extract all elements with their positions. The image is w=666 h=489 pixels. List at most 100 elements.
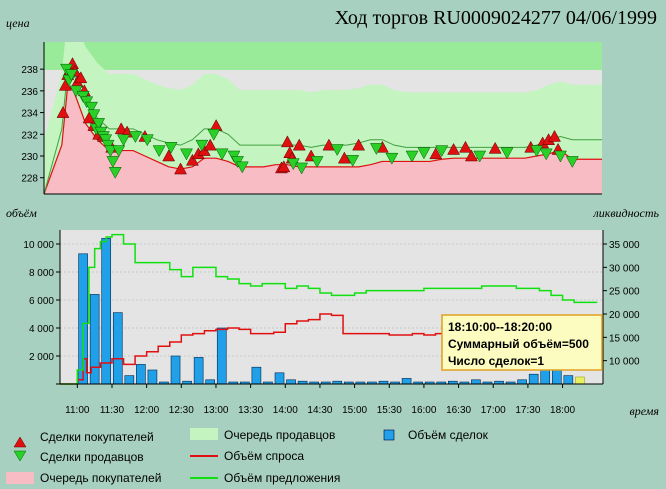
seller-deal-marker <box>128 131 142 143</box>
volume-bar <box>205 379 215 385</box>
seller-deal-marker <box>385 152 399 165</box>
liquidity-axis-label: ликвидность <box>592 206 659 220</box>
time-tick-label: 12:30 <box>169 405 194 416</box>
buyer-queue-area <box>44 85 602 194</box>
seller-deal-marker <box>330 144 344 157</box>
volume-bar <box>147 369 158 385</box>
price-areas <box>44 42 602 194</box>
seller-deal-marker <box>85 101 98 114</box>
seller-deal-marker <box>92 118 106 130</box>
buyer-deal-marker <box>74 71 88 84</box>
buyer-deal-marker <box>185 153 199 166</box>
volume-bar <box>216 327 227 385</box>
time-tick-label: 16:30 <box>446 405 471 416</box>
price-tick-label: 228 <box>21 174 38 185</box>
seller-queue-far-area <box>44 42 602 70</box>
liquidity-tick-label: 15 000 <box>609 333 640 344</box>
buyer-deal-marker <box>174 162 187 175</box>
price-tick-label: 232 <box>21 130 38 141</box>
supply-volume-line <box>60 233 598 385</box>
seller-deal-marker <box>180 148 193 161</box>
seller-deal-marker <box>140 134 154 147</box>
time-tick-label: 17:30 <box>515 405 540 416</box>
seller-deal-marker <box>346 155 360 167</box>
price-tick-label: 230 <box>21 152 38 163</box>
buyer-deal-marker <box>292 138 306 151</box>
liquidity-tick-label: 25 000 <box>609 287 640 298</box>
volume-bar <box>274 372 285 385</box>
legend-item-deal-volume: Объём сделок <box>383 428 489 442</box>
price-panel: 228 230 232 234 236 238 <box>21 42 602 195</box>
volume-bar <box>471 379 481 385</box>
volume-panel: 2 000 4 000 6 000 8 000 10 000 10 000 15 000 20… <box>23 230 640 416</box>
seller-deal-marker <box>295 162 309 175</box>
volume-tick-label: 4 000 <box>29 324 54 335</box>
buyer-deal-marker <box>280 135 294 148</box>
time-tick-label: 11:30 <box>100 405 125 416</box>
liquidity-tick-label: 35 000 <box>609 240 640 251</box>
tooltip-box <box>441 314 603 371</box>
volume-tick-label: 2 000 <box>29 352 54 363</box>
seller-deal-marker <box>164 142 178 154</box>
volume-bar <box>286 379 296 385</box>
volume-tick-label: 6 000 <box>29 296 54 307</box>
legend-buyer-marker <box>13 436 27 448</box>
volume-bar <box>563 375 574 385</box>
legend-buyer-queue-swatch <box>6 472 34 484</box>
seller-deal-marker <box>215 148 229 161</box>
time-tick-label: 13:30 <box>238 405 263 416</box>
price-markers <box>56 57 579 179</box>
seller-deal-marker <box>370 143 383 155</box>
seller-deal-marker <box>104 145 117 158</box>
volume-tick-label: 10 000 <box>23 240 54 251</box>
buyer-deal-marker <box>337 151 351 164</box>
seller-deal-marker <box>435 145 449 158</box>
time-tick-label: 11:00 <box>65 405 90 416</box>
time-tick-label: 16:00 <box>411 405 436 416</box>
buyer-deal-marker <box>277 160 291 173</box>
buyer-deal-marker <box>162 149 176 162</box>
time-tick-label: 15:30 <box>377 405 402 416</box>
time-tick-label: 18:00 <box>550 405 575 416</box>
volume-bar <box>401 378 412 385</box>
buyer-deal-marker <box>464 149 478 162</box>
seller-deal-marker <box>539 148 553 161</box>
tooltip-line: Число сделок=1 <box>448 354 544 368</box>
seller-deal-marker <box>87 109 101 122</box>
legend-label: Объём сделок <box>408 428 489 442</box>
volume-tick-label: 8 000 <box>29 268 54 279</box>
buyer-deal-marker <box>429 147 443 160</box>
volume-bar <box>528 373 539 385</box>
liquidity-tick-label: 30 000 <box>609 263 640 274</box>
seller-queue-area <box>44 42 602 194</box>
seller-deal-marker <box>565 156 579 168</box>
seller-deal-marker <box>554 150 567 163</box>
legend-label: Очередь покупателей <box>40 471 161 485</box>
buyer-deal-marker <box>488 141 502 154</box>
seller-deal-marker <box>500 147 514 160</box>
volume-bar <box>193 357 204 385</box>
time-tick-label: 14:00 <box>273 405 298 416</box>
buyer-deal-marker <box>548 129 561 142</box>
buyer-deal-marker <box>447 142 461 155</box>
legend-item-demand: Объём спроса <box>190 449 304 463</box>
seller-deal-marker <box>310 156 324 168</box>
volume-bar <box>124 375 135 385</box>
volume-bar <box>112 312 123 385</box>
seller-deal-marker <box>473 150 487 163</box>
seller-deal-marker <box>417 147 431 160</box>
liquidity-tick-label: 20 000 <box>609 310 640 321</box>
legend-label: Очередь продавцов <box>224 428 335 442</box>
seller-deal-marker <box>195 139 209 152</box>
legend: Сделки покупателей Сделки продавцов Очер… <box>6 428 489 485</box>
seller-deal-marker <box>152 145 166 158</box>
price-tick-label: 234 <box>21 109 38 120</box>
legend-item-seller-deals: Сделки продавцов <box>13 450 144 464</box>
legend-item-seller-queue: Очередь продавцов <box>190 428 335 442</box>
chart-title: Ход торгов RU0009024277 04/06/1999 <box>335 7 657 29</box>
price-axis-label: цена <box>6 16 30 30</box>
tooltip: 18:10:00--18:20:00 Суммарный объём=500 Чис… <box>441 314 603 371</box>
time-axis-label: время <box>630 404 660 418</box>
tooltip-line: 18:10:00--18:20:00 <box>448 320 552 334</box>
